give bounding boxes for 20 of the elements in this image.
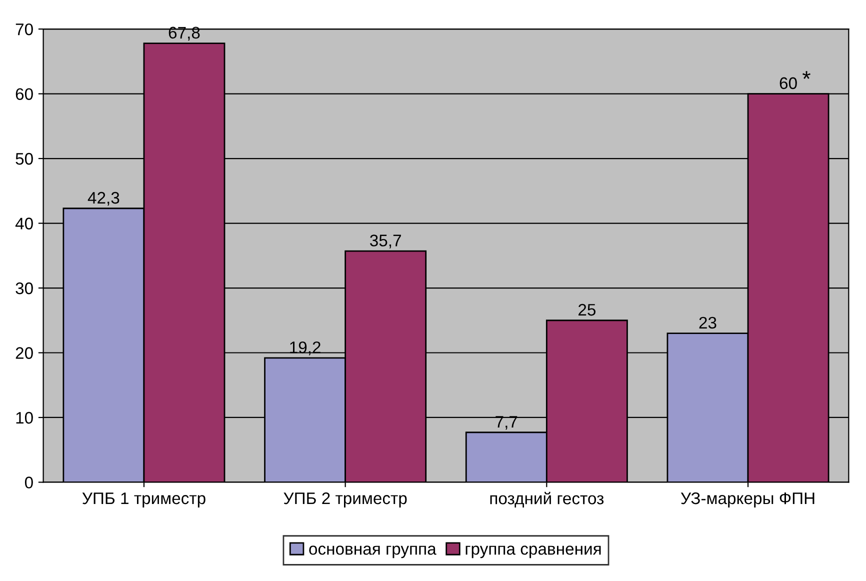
x-tick-label: поздний гестоз xyxy=(490,492,604,508)
y-tick-label: 70 xyxy=(16,23,33,36)
legend-label: основная группа xyxy=(309,546,436,558)
y-tick-label: 60 xyxy=(16,88,33,100)
y-tick-label: 10 xyxy=(16,412,33,424)
y-tick-label: 30 xyxy=(16,282,33,294)
y-tick-label: 20 xyxy=(16,347,33,359)
x-tick-label: УЗ-маркеры ФПН xyxy=(680,492,814,508)
x-tick-label: УПБ 2 триместр xyxy=(284,492,407,508)
data-label: 35,7 xyxy=(370,234,401,248)
data-label: 60 xyxy=(780,77,797,90)
legend-label: группа сравнения xyxy=(466,546,601,558)
data-label: 42,3 xyxy=(88,192,120,206)
y-tick-label: 0 xyxy=(24,476,33,488)
y-tick-label: 40 xyxy=(15,218,33,230)
x-tick-label: УПБ 1 триместр xyxy=(82,492,206,508)
annotation: * xyxy=(802,71,810,79)
y-tick-label: 50 xyxy=(16,152,33,165)
data-label: 25 xyxy=(578,304,596,316)
data-label: 23 xyxy=(699,316,716,329)
